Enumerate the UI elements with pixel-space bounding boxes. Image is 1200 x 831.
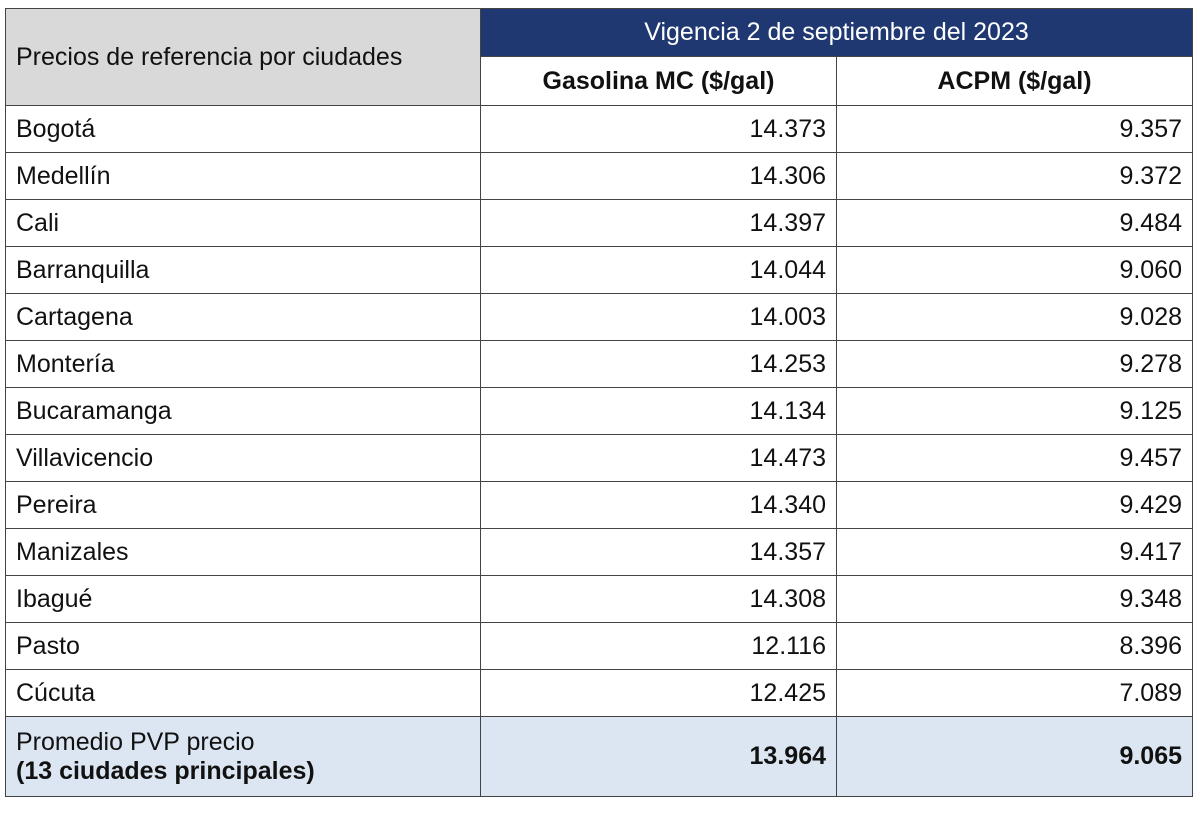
price-cell: 14.340 xyxy=(480,481,837,529)
price-cell: 12.116 xyxy=(480,622,837,670)
table-row: Barranquilla 14.044 9.060 xyxy=(5,246,1194,294)
price-table: Precios de referencia por ciudades Vigen… xyxy=(5,8,1194,797)
city-cell: Medellín xyxy=(5,152,481,200)
city-cell: Pasto xyxy=(5,622,481,670)
table-row: Cali 14.397 9.484 xyxy=(5,199,1194,247)
price-cell: 9.457 xyxy=(835,434,1194,482)
price-cell: 14.134 xyxy=(480,387,837,435)
footer-label: Promedio PVP precio (13 ciudades principa… xyxy=(5,716,481,797)
price-cell: 9.372 xyxy=(835,152,1194,200)
price-cell: 14.253 xyxy=(480,340,837,388)
table-row: Bogotá 14.373 9.357 xyxy=(5,105,1194,153)
table-row: Cúcuta 12.425 7.089 xyxy=(5,669,1194,717)
table-row: Villavicencio 14.473 9.457 xyxy=(5,434,1194,482)
price-cell: 9.060 xyxy=(835,246,1194,294)
table-row: Montería 14.253 9.278 xyxy=(5,340,1194,388)
table-row: Medellín 14.306 9.372 xyxy=(5,152,1194,200)
table-row: Manizales 14.357 9.417 xyxy=(5,528,1194,576)
city-cell: Ibagué xyxy=(5,575,481,623)
price-cell: 14.044 xyxy=(480,246,837,294)
footer-label-line: Promedio PVP precio xyxy=(16,727,255,756)
price-cell: 12.425 xyxy=(480,669,837,717)
price-cell: 9.484 xyxy=(835,199,1194,247)
corner-header: Precios de referencia por ciudades xyxy=(5,8,481,106)
city-cell: Bogotá xyxy=(5,105,481,153)
price-cell: 7.089 xyxy=(835,669,1194,717)
table-row: Pereira 14.340 9.429 xyxy=(5,481,1194,529)
price-cell: 14.003 xyxy=(480,293,837,341)
table-row: Ibagué 14.308 9.348 xyxy=(5,575,1194,623)
price-cell: 9.348 xyxy=(835,575,1194,623)
table-row: Bucaramanga 14.134 9.125 xyxy=(5,387,1194,435)
validity-header: Vigencia 2 de septiembre del 2023 xyxy=(479,8,1194,57)
table-row: Pasto 12.116 8.396 xyxy=(5,622,1194,670)
footer-value: 13.964 xyxy=(480,716,837,797)
price-cell: 9.417 xyxy=(835,528,1194,576)
price-cell: 14.357 xyxy=(480,528,837,576)
price-cell: 9.357 xyxy=(835,105,1194,153)
city-cell: Cartagena xyxy=(5,293,481,341)
price-cell: 9.125 xyxy=(835,387,1194,435)
city-cell: Manizales xyxy=(5,528,481,576)
table-row: Cartagena 14.003 9.028 xyxy=(5,293,1194,341)
city-cell: Bucaramanga xyxy=(5,387,481,435)
price-cell: 14.373 xyxy=(480,105,837,153)
price-cell: 8.396 xyxy=(835,622,1194,670)
city-cell: Villavicencio xyxy=(5,434,481,482)
column-header: ACPM ($/gal) xyxy=(835,56,1194,106)
city-cell: Pereira xyxy=(5,481,481,529)
footer-label-line: (13 ciudades principales) xyxy=(16,756,315,785)
footer-value: 9.065 xyxy=(835,716,1194,797)
price-cell: 9.429 xyxy=(835,481,1194,529)
price-cell: 9.278 xyxy=(835,340,1194,388)
price-cell: 14.473 xyxy=(480,434,837,482)
price-cell: 14.306 xyxy=(480,152,837,200)
price-cell: 9.028 xyxy=(835,293,1194,341)
price-cell: 14.397 xyxy=(480,199,837,247)
city-cell: Montería xyxy=(5,340,481,388)
city-cell: Cúcuta xyxy=(5,669,481,717)
city-cell: Cali xyxy=(5,199,481,247)
column-header: Gasolina MC ($/gal) xyxy=(480,56,837,106)
city-cell: Barranquilla xyxy=(5,246,481,294)
price-cell: 14.308 xyxy=(480,575,837,623)
footer-row: Promedio PVP precio (13 ciudades principa… xyxy=(5,716,1194,797)
